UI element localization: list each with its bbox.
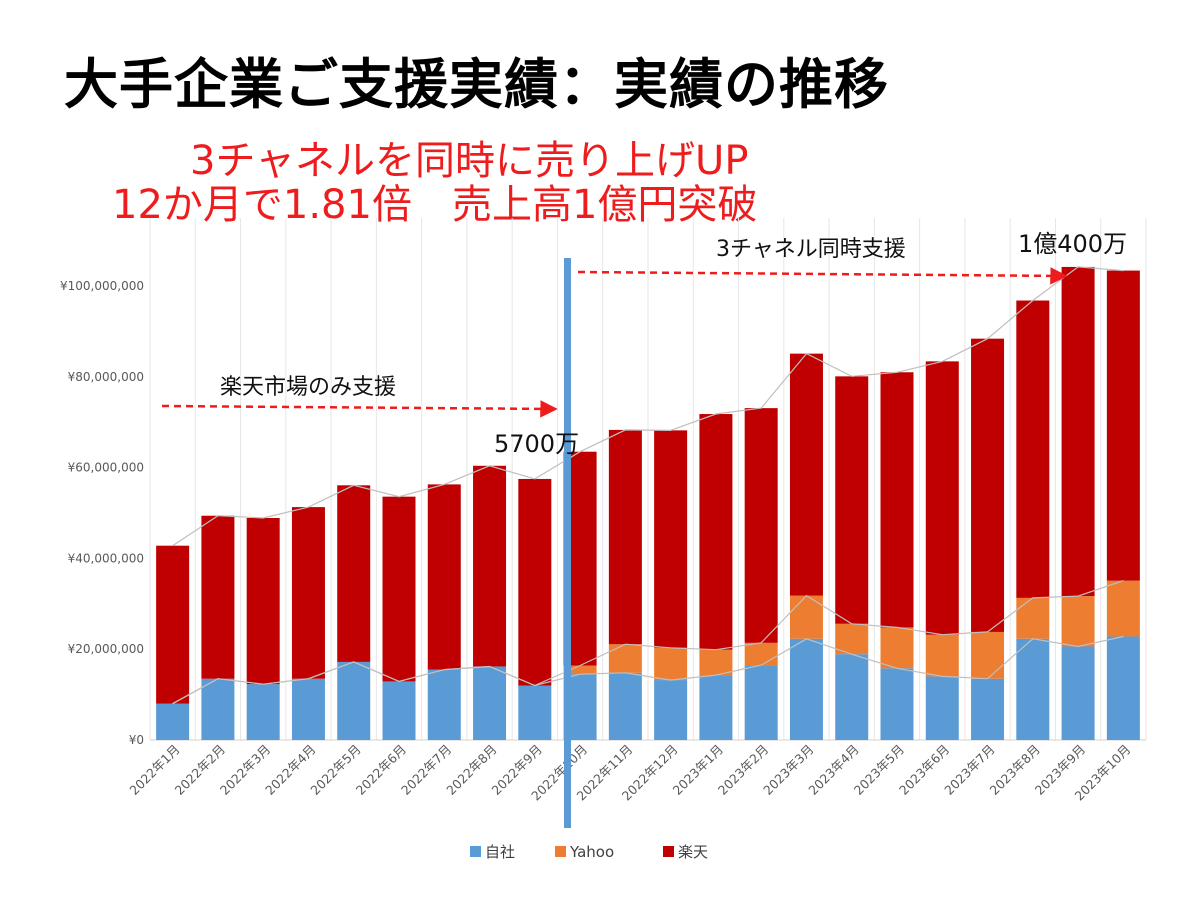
bar-segment [518,685,552,740]
bar-segment [835,654,869,740]
subtitle-line-1: 3チャネルを同時に売り上げUP [190,138,749,184]
bar-segment [156,545,190,704]
bar-segment [789,638,823,740]
legend-label: 自社 [485,843,515,861]
bar-segment [563,665,597,675]
legend-label: Yahoo [569,843,614,861]
legend-swatch [663,846,674,857]
bar-segment [201,515,235,679]
bar-segment [1061,596,1095,647]
bar-segment [608,429,642,645]
bar-segment [654,647,688,681]
bar-segment [835,623,869,655]
bar-segment [971,678,1005,740]
bar-segment [337,661,371,740]
bar-segment [473,465,507,667]
bar-segment [291,678,325,740]
bar-segment [971,631,1005,679]
bar-segment [473,666,507,740]
subtitle-line-2: 12か月で1.81倍 売上高1億円突破 [112,182,758,228]
bar-segment [246,684,280,740]
value-label-5700: 5700万 [494,430,579,458]
bar-segment [1061,266,1095,597]
y-tick-label: ¥80,000,000 [68,370,144,384]
bar-segment [427,484,461,670]
bar-segment [201,678,235,740]
grid-lines [149,218,1147,741]
bar-segment [880,372,914,628]
phase1-label: 楽天市場のみ支援 [220,375,396,400]
phase-divider-line [564,258,571,828]
bar-segment [156,703,190,740]
bar-segment [1061,646,1095,740]
legend-swatch [470,846,481,857]
y-tick-label: ¥40,000,000 [68,551,144,565]
bar-segment [880,668,914,740]
legend-swatch [555,846,566,857]
y-tick-label: ¥100,000,000 [60,279,144,293]
bar-segment [1016,597,1050,639]
series-line [172,266,1124,547]
bar-segment [608,644,642,673]
bar-segment [744,408,778,643]
bar-segment [654,680,688,740]
legend: 自社 Yahoo 楽天 [470,843,708,861]
bar-segment [789,353,823,596]
bars [156,266,1140,740]
value-label-1oku: 1億400万 [1018,230,1127,258]
phase1-arrow [161,400,558,418]
bar-segment [382,681,416,740]
slide-title: 大手企業ご支援実績：実績の推移 [64,53,889,116]
bar-segment [608,672,642,740]
bar-segment [382,496,416,682]
series-trend-lines [172,266,1124,705]
legend-label: 楽天 [678,843,708,861]
phase2-arrow [577,267,1068,285]
bar-segment [1016,638,1050,740]
bar-segment [835,376,869,624]
bar-segment [1106,270,1140,581]
bar-segment [699,649,733,676]
bar-segment [699,675,733,740]
bar-segment [337,485,371,662]
y-tick-label: ¥20,000,000 [68,642,144,656]
bar-segment [1016,300,1050,598]
bar-segment [744,665,778,740]
bar-segment [699,414,733,650]
y-tick-label: ¥0 [129,733,144,747]
x-axis-tick-labels: 2022年1月2022年2月2022年3月2022年4月2022年5月2022年… [126,742,1133,804]
bar-segment [925,676,959,740]
bar-segment [971,338,1005,632]
bar-segment [654,430,688,648]
y-axis-tick-labels: ¥0 ¥20,000,000 ¥40,000,000 ¥60,000,000 ¥80,0… [60,279,144,747]
bar-segment [1106,580,1140,637]
y-tick-label: ¥60,000,000 [68,461,144,475]
bar-segment [925,361,959,635]
bar-segment [518,478,552,686]
bar-segment [1106,636,1140,740]
bar-segment [880,627,914,669]
bar-segment [925,634,959,677]
bar-segment [246,517,280,685]
bar-segment [427,669,461,740]
bar-segment [744,642,778,666]
phase2-label: 3チャネル同時支援 [716,237,906,262]
bar-segment [291,507,325,679]
series-line [172,580,1124,705]
